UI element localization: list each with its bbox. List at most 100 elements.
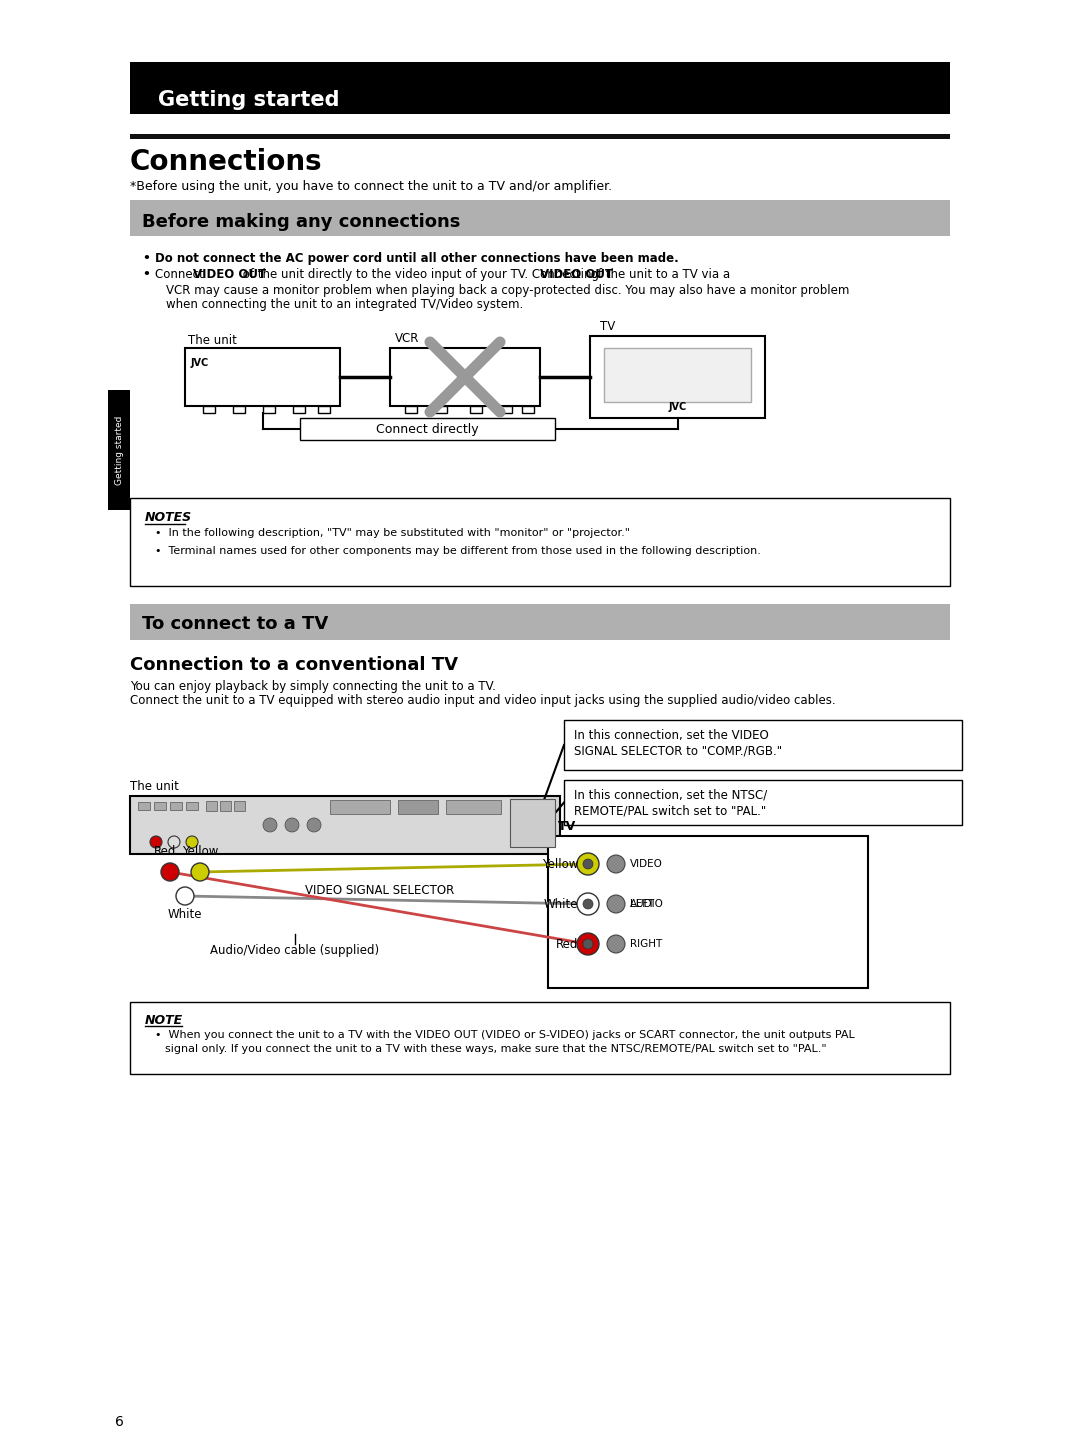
- Text: Connection to a conventional TV: Connection to a conventional TV: [130, 656, 458, 675]
- Circle shape: [168, 836, 180, 848]
- Circle shape: [150, 836, 162, 848]
- Bar: [500, 406, 512, 413]
- Bar: [154, 803, 166, 810]
- Bar: [130, 795, 561, 853]
- Text: of the unit directly to the video input of your TV. Connecting: of the unit directly to the video input …: [240, 268, 603, 281]
- Bar: [564, 779, 962, 824]
- Bar: [293, 406, 305, 413]
- Bar: [604, 348, 751, 401]
- Text: 6: 6: [114, 1415, 124, 1429]
- Text: Do not connect the AC power cord until all other connections have been made.: Do not connect the AC power cord until a…: [156, 252, 678, 265]
- Circle shape: [186, 836, 198, 848]
- Text: •: •: [141, 252, 150, 265]
- Bar: [590, 336, 765, 417]
- Bar: [264, 406, 275, 413]
- Circle shape: [607, 896, 625, 913]
- Text: VIDEO: VIDEO: [630, 859, 663, 869]
- Text: VIDEO OUT: VIDEO OUT: [540, 268, 613, 281]
- Bar: [470, 406, 482, 413]
- Text: TV: TV: [600, 320, 616, 333]
- Bar: [399, 800, 438, 814]
- Text: Getting started: Getting started: [114, 416, 123, 484]
- Bar: [130, 63, 950, 113]
- Circle shape: [607, 935, 625, 952]
- Text: of the unit to a TV via a: of the unit to a TV via a: [588, 268, 730, 281]
- Text: In this connection, set the NTSC/: In this connection, set the NTSC/: [573, 790, 767, 803]
- Bar: [220, 801, 231, 811]
- Bar: [185, 348, 340, 406]
- Bar: [108, 390, 130, 510]
- Bar: [564, 720, 962, 771]
- Text: JVC: JVC: [669, 401, 687, 411]
- Bar: [330, 800, 390, 814]
- Bar: [186, 803, 198, 810]
- Text: The unit: The unit: [130, 779, 179, 792]
- Circle shape: [285, 819, 299, 832]
- Text: •: •: [141, 268, 150, 281]
- Text: •  When you connect the unit to a TV with the VIDEO OUT (VIDEO or S-VIDEO) jacks: • When you connect the unit to a TV with…: [156, 1029, 854, 1040]
- Bar: [548, 836, 868, 989]
- Bar: [130, 201, 950, 236]
- Text: Connect: Connect: [156, 268, 207, 281]
- Bar: [130, 603, 950, 640]
- Circle shape: [161, 864, 179, 881]
- Text: Yellow: Yellow: [542, 858, 578, 871]
- Text: VCR may cause a monitor problem when playing back a copy-protected disc. You may: VCR may cause a monitor problem when pla…: [166, 284, 849, 297]
- Circle shape: [583, 939, 593, 949]
- Text: To connect to a TV: To connect to a TV: [141, 615, 328, 632]
- Bar: [233, 406, 245, 413]
- Circle shape: [583, 899, 593, 909]
- Circle shape: [583, 859, 593, 869]
- Text: JVC: JVC: [191, 358, 210, 368]
- Text: VIDEO OUT: VIDEO OUT: [192, 268, 266, 281]
- Bar: [300, 417, 555, 441]
- Text: Connect directly: Connect directly: [376, 423, 478, 436]
- Bar: [446, 800, 501, 814]
- Circle shape: [264, 819, 276, 832]
- Bar: [318, 406, 330, 413]
- Text: You can enjoy playback by simply connecting the unit to a TV.: You can enjoy playback by simply connect…: [130, 680, 496, 694]
- Circle shape: [307, 819, 321, 832]
- Text: *Before using the unit, you have to connect the unit to a TV and/or amplifier.: *Before using the unit, you have to conn…: [130, 180, 612, 193]
- Text: The unit: The unit: [188, 334, 237, 348]
- Text: In this connection, set the VIDEO: In this connection, set the VIDEO: [573, 728, 769, 742]
- Circle shape: [176, 887, 194, 904]
- Bar: [522, 406, 534, 413]
- Text: NOTES: NOTES: [145, 510, 192, 523]
- Circle shape: [577, 893, 599, 915]
- Text: White: White: [543, 897, 578, 910]
- Text: White: White: [167, 907, 202, 920]
- Bar: [435, 406, 447, 413]
- Text: when connecting the unit to an integrated TV/Video system.: when connecting the unit to an integrate…: [166, 298, 523, 311]
- Text: Getting started: Getting started: [158, 90, 339, 111]
- Text: NOTE: NOTE: [145, 1013, 184, 1027]
- Text: REMOTE/PAL switch set to "PAL.": REMOTE/PAL switch set to "PAL.": [573, 804, 766, 817]
- Circle shape: [191, 864, 210, 881]
- Text: SIGNAL SELECTOR to "COMP./RGB.": SIGNAL SELECTOR to "COMP./RGB.": [573, 744, 782, 758]
- Bar: [130, 1002, 950, 1075]
- Bar: [390, 348, 540, 406]
- Bar: [510, 800, 555, 848]
- Text: signal only. If you connect the unit to a TV with these ways, make sure that the: signal only. If you connect the unit to …: [165, 1044, 826, 1054]
- Text: •  Terminal names used for other components may be different from those used in : • Terminal names used for other componen…: [156, 547, 761, 555]
- Text: Connect the unit to a TV equipped with stereo audio input and video input jacks : Connect the unit to a TV equipped with s…: [130, 694, 836, 707]
- Bar: [206, 801, 217, 811]
- Bar: [170, 803, 183, 810]
- Bar: [203, 406, 215, 413]
- Bar: [138, 803, 150, 810]
- Text: TV: TV: [558, 820, 577, 833]
- Text: VIDEO SIGNAL SELECTOR: VIDEO SIGNAL SELECTOR: [305, 884, 455, 897]
- Circle shape: [577, 933, 599, 955]
- Text: LEFT: LEFT: [630, 899, 654, 909]
- Text: Red: Red: [153, 845, 176, 858]
- Bar: [130, 499, 950, 586]
- Text: Before making any connections: Before making any connections: [141, 212, 460, 231]
- Bar: [234, 801, 245, 811]
- Text: Yellow: Yellow: [181, 845, 218, 858]
- Text: RIGHT: RIGHT: [630, 939, 662, 949]
- Bar: [405, 406, 417, 413]
- Text: Red: Red: [555, 938, 578, 951]
- Text: Connections: Connections: [130, 148, 323, 176]
- Text: Audio/Video cable (supplied): Audio/Video cable (supplied): [211, 944, 379, 957]
- Text: VCR: VCR: [395, 332, 419, 345]
